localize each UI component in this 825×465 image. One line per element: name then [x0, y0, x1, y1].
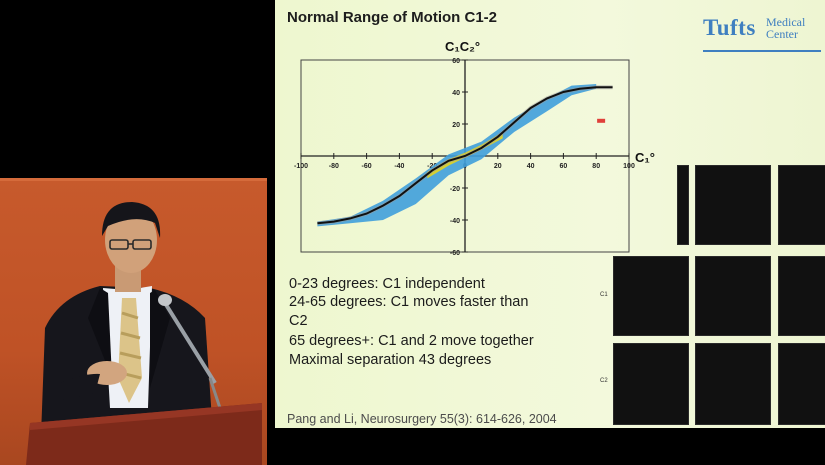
y-tick-label: -60 — [450, 250, 460, 257]
speaker-figure — [26, 202, 262, 465]
ct-image — [778, 343, 825, 425]
chart-title: C₁C₂° — [445, 39, 481, 54]
y-tick-label: -20 — [450, 186, 460, 193]
logo-underline — [703, 50, 821, 52]
ct-image — [695, 343, 771, 425]
motion-chart: -100-80-60-40-20020406080100604020-20-40… — [294, 58, 635, 257]
x-tick-label: -40 — [394, 163, 404, 170]
ct-image — [677, 165, 689, 245]
ct-image — [613, 343, 689, 425]
x-axis-label: C₁° — [635, 150, 655, 165]
x-tick-label: -100 — [294, 163, 308, 170]
y-tick-label: 60 — [452, 58, 460, 65]
citation: Pang and Li, Neurosurgery 55(3): 614-626… — [287, 412, 557, 426]
range-band — [317, 84, 597, 227]
x-tick-label: -60 — [362, 163, 372, 170]
speaker-video — [0, 178, 267, 465]
bullet-1: 0-23 degrees: C1 independent — [289, 276, 485, 292]
x-tick-label: 80 — [592, 163, 600, 170]
bullet-4: 65 degrees+: C1 and 2 move together — [289, 333, 534, 349]
bullet-5: Maximal separation 43 degrees — [289, 352, 492, 368]
ct-image — [613, 256, 689, 336]
bullet-2: 24-65 degrees: C1 moves faster than — [289, 294, 529, 310]
logo-subtext-1: Medical — [766, 15, 806, 29]
ct-image — [695, 165, 771, 245]
presentation-slide: Normal Range of Motion C1-2 Tufts Medica… — [275, 0, 825, 428]
logo-text: Tufts — [703, 15, 756, 40]
bullet-3: C2 — [289, 313, 308, 329]
ct-image — [695, 256, 771, 336]
y-tick-label: 20 — [452, 122, 460, 129]
x-tick-label: 20 — [494, 163, 502, 170]
x-tick-label: 40 — [527, 163, 535, 170]
ct-image — [778, 256, 825, 336]
x-tick-label: -80 — [329, 163, 339, 170]
ct-image — [778, 165, 825, 245]
x-tick-label: 60 — [560, 163, 568, 170]
logo-subtext-2: Center — [766, 27, 798, 41]
slide-title: Normal Range of Motion C1-2 — [287, 9, 498, 26]
wall-trim — [0, 178, 267, 181]
ct-label-c1: C1 — [600, 292, 608, 298]
y-tick-label: -40 — [450, 218, 460, 225]
x-tick-label: 100 — [623, 163, 635, 170]
series-line — [317, 86, 613, 225]
ct-label-c2: C2 — [600, 378, 608, 384]
marker-point — [597, 118, 606, 123]
y-tick-label: 40 — [452, 90, 460, 97]
